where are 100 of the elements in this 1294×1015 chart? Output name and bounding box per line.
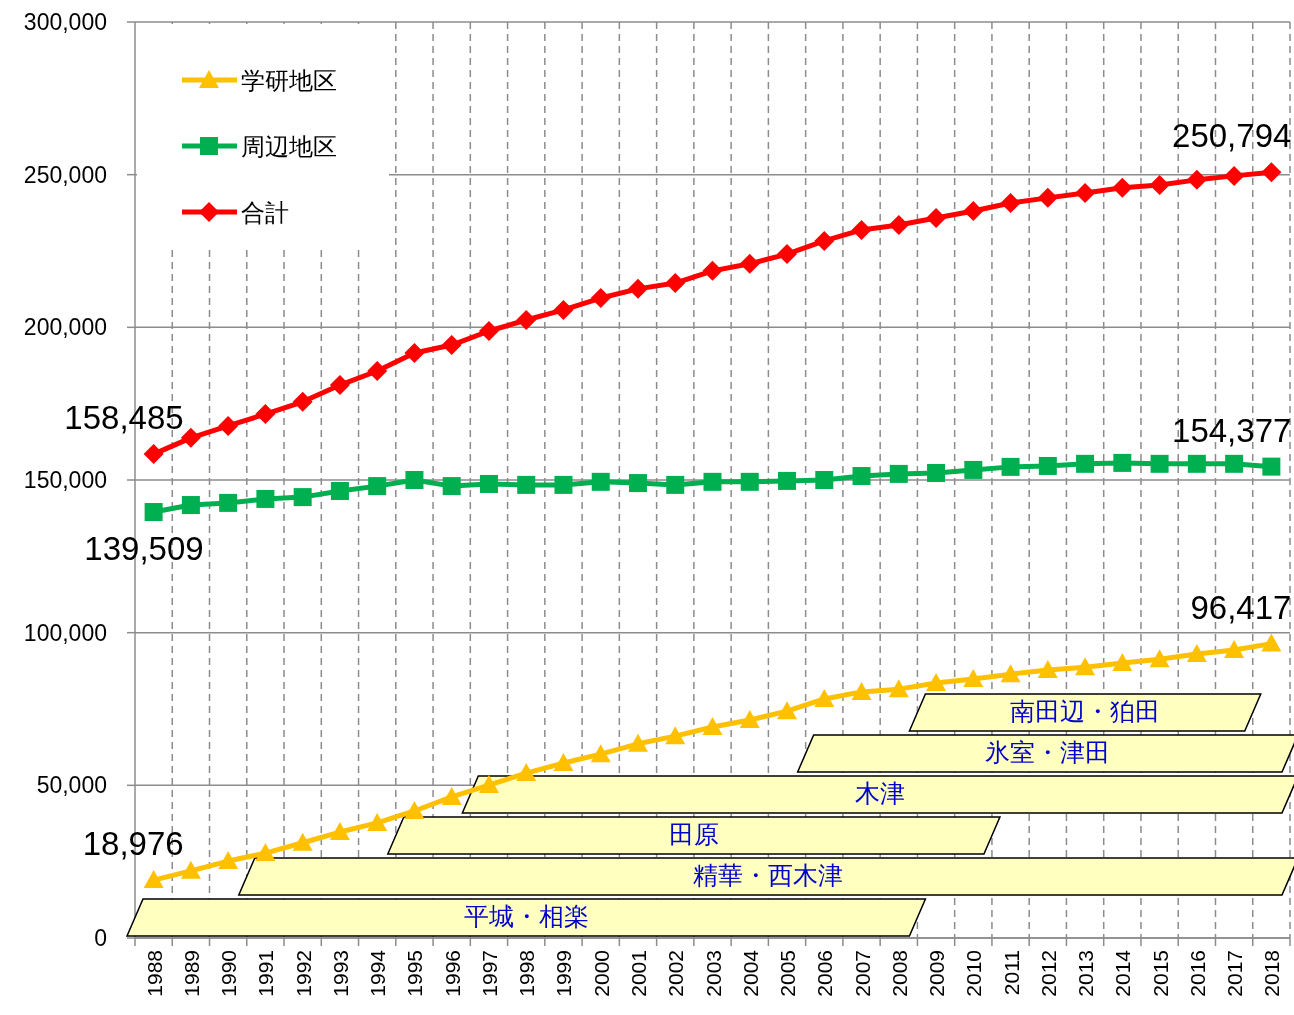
x-tick-label: 2005: [776, 950, 800, 997]
point: [666, 475, 685, 494]
point: [255, 843, 276, 862]
legend-label: 周辺地区: [241, 133, 337, 161]
point: [665, 726, 686, 745]
point: [627, 278, 648, 299]
x-tick-label: 1994: [366, 949, 390, 997]
point: [1112, 177, 1133, 198]
point: [815, 471, 834, 489]
point: [1186, 644, 1207, 663]
point: [180, 860, 201, 879]
point: [181, 496, 200, 515]
point: [1037, 659, 1058, 678]
x-tick-label: 2009: [925, 950, 949, 997]
point: [143, 444, 164, 465]
point: [1186, 169, 1207, 190]
point: [888, 215, 909, 236]
x-tick-label: 1997: [477, 950, 501, 997]
point: [889, 464, 908, 483]
point: [292, 391, 313, 412]
point: [702, 717, 723, 736]
point: [329, 822, 350, 841]
x-tick-label: 2001: [626, 950, 650, 997]
point: [1262, 457, 1281, 476]
point: [852, 467, 871, 486]
x-tick-label: 2018: [1260, 950, 1284, 997]
point: [888, 679, 909, 698]
point: [814, 230, 835, 251]
point: [703, 472, 722, 491]
point: [255, 404, 276, 425]
x-tick-label: 1989: [179, 950, 203, 997]
y-tick-label: 150,000: [23, 467, 107, 493]
point: [926, 673, 947, 692]
point: [1000, 193, 1021, 214]
band-label: 平城・相楽: [463, 902, 589, 931]
point: [777, 244, 798, 265]
x-tick-label: 1990: [217, 950, 241, 997]
point: [777, 701, 798, 720]
point: [1187, 454, 1206, 473]
point: [292, 832, 313, 851]
point: [1113, 453, 1132, 472]
point: [1224, 165, 1245, 186]
y-tick-label: 50,000: [36, 772, 107, 799]
point: [143, 870, 164, 889]
point: [367, 361, 388, 381]
x-tick-label: 1992: [291, 950, 315, 997]
y-tick-label: 300,000: [23, 9, 107, 35]
x-tick-label: 2012: [1036, 950, 1060, 997]
band-label: 南田辺・狛田: [1010, 697, 1161, 726]
data-label: 154,377: [1172, 411, 1292, 449]
point: [1224, 640, 1245, 659]
x-tick-label: 2015: [1148, 950, 1172, 997]
point: [628, 474, 647, 493]
x-tick-label: 1993: [328, 950, 352, 997]
data-label: 158,485: [64, 399, 184, 437]
point: [256, 489, 275, 508]
point: [553, 753, 574, 772]
point: [1225, 454, 1244, 473]
point: [1000, 664, 1021, 683]
point: [1037, 187, 1058, 208]
point: [851, 681, 872, 700]
point: [1149, 649, 1170, 668]
point: [219, 493, 238, 512]
point: [368, 477, 387, 496]
point: [479, 474, 498, 493]
point: [591, 472, 610, 491]
point: [553, 299, 574, 320]
band: 精華・西木津: [237, 857, 1294, 896]
point: [964, 460, 983, 479]
x-tick-label: 1991: [254, 950, 278, 997]
x-tick-label: 2010: [962, 950, 986, 997]
data-label: 18,976: [82, 825, 184, 863]
point: [627, 733, 648, 752]
point: [554, 475, 573, 494]
x-tick-label: 2014: [1111, 949, 1135, 997]
point: [367, 812, 388, 831]
x-tick-label: 2016: [1185, 950, 1209, 997]
data-label: 139,509: [84, 530, 204, 568]
point: [1149, 175, 1170, 196]
band-label: 精華・西木津: [693, 861, 844, 890]
point: [478, 321, 499, 341]
point: [1075, 182, 1096, 203]
point: [1001, 457, 1020, 476]
point: [1038, 456, 1057, 475]
x-tick-label: 2007: [850, 950, 874, 997]
x-tick-label: 1996: [440, 950, 464, 997]
legend-label: 合計: [241, 199, 289, 227]
x-tick-label: 1998: [515, 950, 539, 997]
x-tick-label: 2000: [589, 950, 613, 997]
point: [590, 288, 611, 309]
x-tick-label: 2017: [1223, 950, 1247, 997]
point: [739, 253, 760, 274]
y-tick-label: 200,000: [23, 314, 107, 341]
point: [814, 688, 835, 707]
x-tick-label: 2011: [999, 950, 1023, 996]
point: [1150, 454, 1169, 473]
point: [404, 342, 425, 363]
point: [927, 463, 946, 482]
point: [740, 472, 759, 491]
y-tick-label: 0: [94, 925, 107, 951]
